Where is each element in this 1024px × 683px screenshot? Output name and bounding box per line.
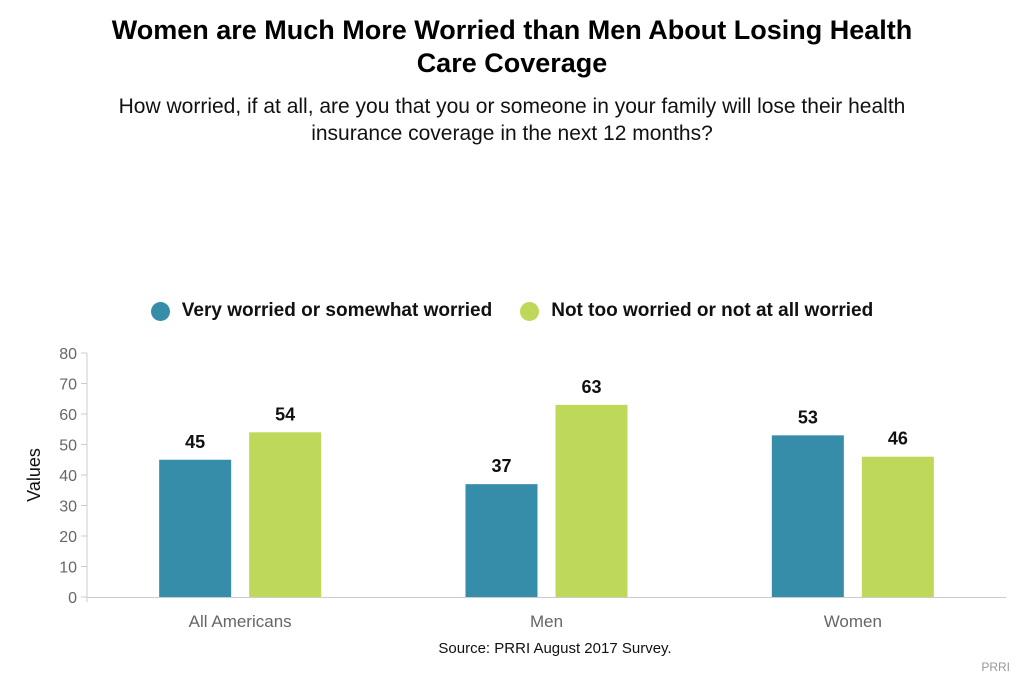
- y-tick-label: 80: [59, 346, 77, 363]
- y-tick-label: 30: [59, 499, 77, 516]
- y-tick-label: 10: [59, 560, 77, 577]
- legend-swatch-not-worried: [520, 301, 540, 321]
- legend-swatch-very-worried: [150, 301, 170, 321]
- chart-title-line-2: Care Coverage: [416, 48, 608, 78]
- y-tick-label: 40: [59, 468, 77, 485]
- bar: [771, 435, 844, 597]
- y-tick-label: 70: [59, 377, 77, 394]
- x-tick-label: All Americans: [189, 612, 292, 631]
- chart-title: Women are Much More Worried than Men Abo…: [0, 14, 1024, 80]
- chart-subtitle-line-1: How worried, if at all, are you that you…: [118, 95, 906, 118]
- legend-label-very-worried: Very worried or somewhat worried: [181, 300, 493, 321]
- y-tick-label: 60: [59, 407, 77, 424]
- credit-label: PRRI: [981, 660, 1010, 674]
- chart-title-line-1: Women are Much More Worried than Men Abo…: [111, 15, 913, 45]
- bar: [465, 484, 538, 597]
- chart-legend: Very worried or somewhat worried Not too…: [0, 300, 1024, 322]
- y-tick-label: 0: [68, 590, 77, 607]
- legend-item-very-worried[interactable]: Very worried or somewhat worried: [150, 300, 493, 322]
- data-label: 54: [275, 404, 295, 424]
- x-tick-label: Women: [824, 612, 882, 631]
- y-axis-title: Values: [24, 448, 44, 502]
- data-label: 53: [798, 407, 818, 427]
- data-label: 37: [491, 456, 511, 476]
- y-tick-label: 50: [59, 438, 77, 455]
- chart-subtitle: How worried, if at all, are you that you…: [0, 93, 1024, 147]
- bar: [861, 456, 934, 597]
- x-tick-label: Men: [530, 612, 563, 631]
- bar: [555, 404, 628, 597]
- data-label: 63: [581, 377, 601, 397]
- source-note: Source: PRRI August 2017 Survey.: [438, 640, 672, 657]
- chart-subtitle-line-2: insurance coverage in the next 12 months…: [311, 122, 713, 145]
- data-label: 45: [185, 432, 205, 452]
- legend-label-not-worried: Not too worried or not at all worried: [551, 300, 874, 321]
- bar: [249, 432, 322, 597]
- legend-item-not-worried[interactable]: Not too worried or not at all worried: [520, 300, 873, 322]
- data-label: 46: [888, 429, 908, 449]
- bar: [159, 459, 232, 597]
- y-tick-label: 20: [59, 529, 77, 546]
